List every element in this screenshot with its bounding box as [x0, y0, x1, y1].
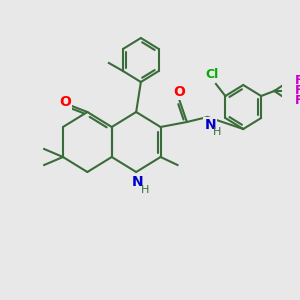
- Text: Cl: Cl: [206, 68, 219, 80]
- Text: H: H: [213, 127, 221, 137]
- Text: O: O: [59, 95, 71, 109]
- Text: F: F: [295, 85, 300, 98]
- Text: F: F: [295, 74, 300, 88]
- Text: N: N: [205, 118, 216, 132]
- Text: N: N: [132, 175, 144, 189]
- Text: F: F: [295, 94, 300, 107]
- Text: H: H: [140, 185, 149, 195]
- Text: O: O: [173, 85, 185, 99]
